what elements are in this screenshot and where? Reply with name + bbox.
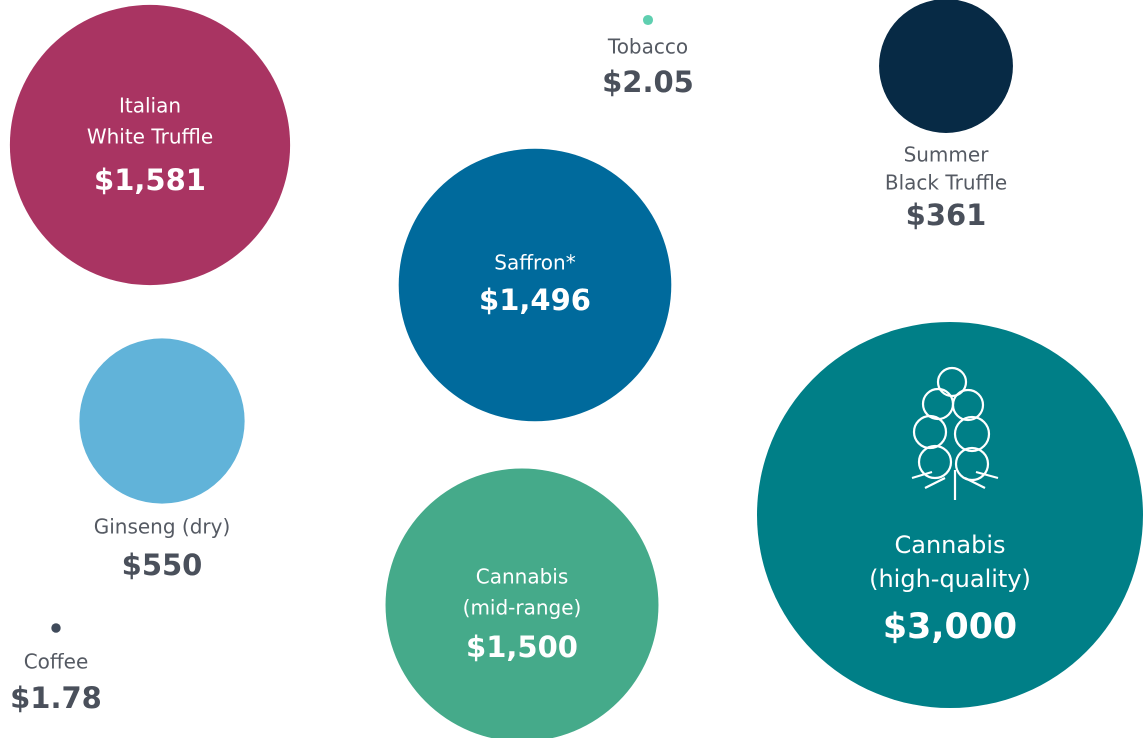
bubble-label: Tobacco: [607, 35, 688, 59]
bubble-label: Summer: [904, 143, 990, 167]
bubble: [398, 148, 672, 422]
value-label: $3,000: [883, 607, 1017, 647]
bubble-label: Italian: [119, 94, 181, 118]
bubble-label: Cannabis: [895, 531, 1006, 559]
bubble: [79, 338, 245, 504]
bubble-label: (high-quality): [869, 565, 1031, 593]
cannabis-icon: [911, 366, 999, 500]
bubble-label: Cannabis: [476, 565, 569, 589]
value-label: $1,496: [479, 283, 591, 317]
bubble: [879, 0, 1013, 133]
value-label: $361: [906, 198, 987, 232]
bubble-label: White Truffle: [87, 125, 213, 149]
bubble: [757, 322, 1143, 708]
value-label: $1,500: [466, 630, 578, 664]
bubble-label: Saffron*: [494, 251, 575, 275]
value-label: $550: [122, 548, 203, 582]
bubble: [385, 468, 659, 738]
bubble-label: Black Truffle: [885, 171, 1007, 195]
bubble: [51, 623, 61, 633]
bubble-label: Coffee: [24, 650, 89, 674]
bubble: [9, 4, 291, 286]
bubble-label: Ginseng (dry): [94, 515, 231, 539]
value-label: $1,581: [94, 163, 206, 197]
value-label: $1.78: [10, 681, 102, 715]
value-label: $2.05: [602, 65, 694, 99]
bubble-label: (mid-range): [463, 596, 582, 620]
bubble: [642, 14, 654, 26]
